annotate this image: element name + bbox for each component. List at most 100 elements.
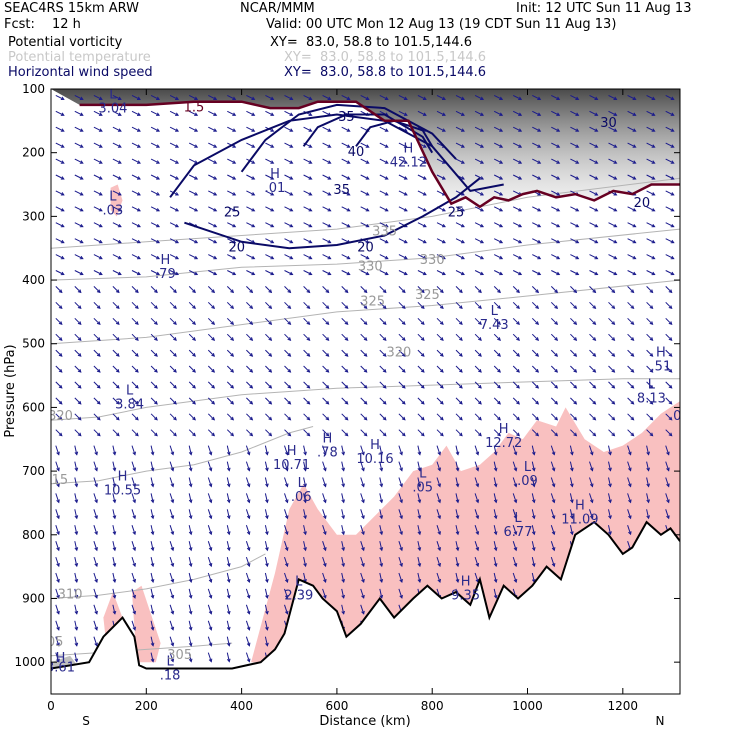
wind-vector-head bbox=[270, 239, 275, 244]
wind-vector bbox=[646, 222, 655, 228]
wind-vector-head bbox=[132, 610, 136, 615]
wind-vector bbox=[531, 541, 535, 551]
wind-vector-head bbox=[344, 416, 349, 421]
wind-speed-contour-20 bbox=[184, 177, 481, 250]
wind-vector-head bbox=[613, 192, 618, 196]
wind-vector bbox=[112, 158, 122, 164]
wind-vector bbox=[493, 206, 503, 212]
hl-marker-L: L bbox=[109, 88, 117, 103]
wind-vector bbox=[169, 349, 177, 357]
wind-vector bbox=[169, 126, 179, 132]
wind-vector bbox=[608, 94, 617, 100]
wind-vector bbox=[226, 493, 230, 503]
wind-vector bbox=[665, 158, 674, 164]
contour-value-label: 30 bbox=[600, 116, 617, 131]
wind-vector bbox=[245, 445, 250, 455]
wind-vector-head bbox=[460, 255, 465, 260]
wind-vector bbox=[226, 525, 230, 535]
wind-vector bbox=[341, 381, 349, 389]
wind-vector-head bbox=[422, 176, 427, 180]
wind-vector-head bbox=[306, 400, 311, 405]
wind-vector bbox=[341, 333, 349, 341]
wind-vector bbox=[246, 365, 253, 373]
wind-vector bbox=[74, 110, 84, 116]
theta-contour-335 bbox=[51, 177, 680, 249]
wind-vector bbox=[131, 445, 136, 455]
wind-vector bbox=[455, 222, 465, 228]
wind-vector bbox=[284, 477, 288, 487]
wind-vector-head bbox=[208, 531, 213, 536]
wind-vector-head bbox=[670, 192, 675, 196]
wind-vector-head bbox=[441, 208, 446, 212]
wind-vector-head bbox=[134, 321, 139, 326]
wind-vector-head bbox=[478, 321, 482, 326]
wind-vector-head bbox=[478, 432, 482, 437]
wind-vector-head bbox=[478, 384, 482, 389]
wind-vector bbox=[93, 94, 103, 100]
wind-vector bbox=[379, 286, 387, 293]
wind-vector bbox=[665, 222, 674, 228]
wind-vector-head bbox=[154, 432, 158, 437]
wind-vector bbox=[245, 620, 250, 630]
wind-vector bbox=[627, 206, 636, 212]
wind-vector bbox=[341, 142, 350, 148]
wind-vector bbox=[646, 413, 653, 421]
wind-vector bbox=[265, 174, 274, 180]
pv-tropopause-contour bbox=[79, 100, 680, 209]
wind-vector-head bbox=[208, 499, 213, 504]
wind-vector-head bbox=[77, 416, 82, 421]
wind-vector bbox=[246, 110, 255, 116]
wind-vector-head bbox=[493, 531, 498, 536]
wind-vector bbox=[74, 381, 82, 389]
wind-vector-head bbox=[303, 483, 307, 488]
wind-vector-head bbox=[668, 289, 673, 294]
hl-marker-value: 10.55 bbox=[104, 484, 141, 499]
wind-vector bbox=[246, 333, 253, 341]
wind-vector bbox=[436, 413, 444, 421]
wind-vector-head bbox=[516, 416, 520, 421]
wind-vector bbox=[570, 222, 579, 228]
wind-vector bbox=[284, 541, 288, 551]
wind-vector-head bbox=[270, 112, 275, 116]
wind-vector bbox=[589, 349, 596, 357]
wind-vector-head bbox=[246, 642, 251, 647]
wind-vector bbox=[74, 429, 82, 437]
wind-vector bbox=[417, 477, 421, 487]
wind-vector bbox=[360, 397, 368, 405]
wind-vector bbox=[322, 429, 329, 437]
wind-vector-head bbox=[455, 451, 460, 456]
wind-vector bbox=[379, 572, 383, 583]
wind-vector bbox=[550, 317, 558, 325]
wind-vector bbox=[55, 174, 65, 180]
wind-vector-head bbox=[56, 483, 60, 488]
wind-vector-head bbox=[341, 547, 345, 552]
wind-vector bbox=[188, 333, 196, 341]
wind-vector bbox=[322, 349, 329, 357]
wind-vector bbox=[589, 110, 598, 116]
wind-vector-head bbox=[422, 239, 427, 244]
wind-vector bbox=[665, 493, 670, 503]
wind-vector-head bbox=[79, 224, 84, 228]
theta-contour-330 bbox=[51, 228, 680, 281]
wind-vector bbox=[55, 286, 63, 293]
wind-vector bbox=[150, 397, 158, 405]
wind-vector-head bbox=[422, 208, 427, 212]
wind-vector-head bbox=[670, 128, 675, 132]
wind-vector bbox=[93, 206, 103, 212]
wind-vector-head bbox=[117, 160, 122, 164]
wind-vector-head bbox=[628, 499, 632, 504]
wind-vector-head bbox=[94, 563, 98, 568]
wind-vector-head bbox=[194, 144, 199, 148]
wind-vector-head bbox=[188, 547, 193, 552]
wind-vector bbox=[74, 652, 78, 662]
wind-vector bbox=[112, 270, 122, 275]
wind-vector-head bbox=[96, 416, 101, 421]
wind-vector bbox=[512, 556, 517, 567]
wind-vector bbox=[455, 541, 459, 551]
wind-vector-head bbox=[132, 515, 136, 520]
wind-vector bbox=[474, 110, 484, 116]
wind-vector bbox=[646, 445, 650, 455]
wind-vector-head bbox=[417, 451, 422, 456]
wind-vector bbox=[608, 254, 617, 260]
wind-vector bbox=[93, 222, 103, 228]
